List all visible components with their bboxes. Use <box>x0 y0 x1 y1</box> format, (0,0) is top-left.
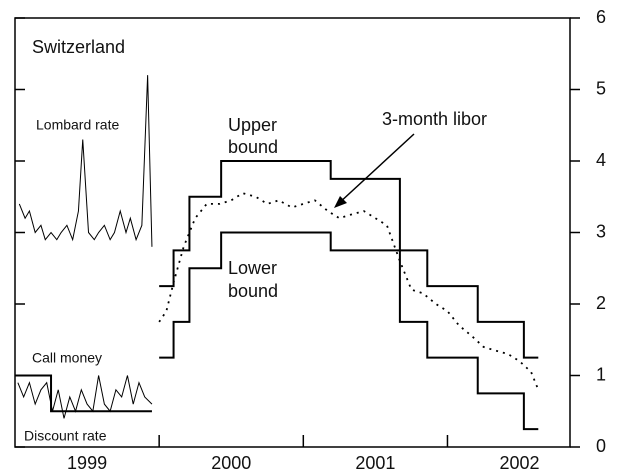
x-tick-label: 1999 <box>67 453 107 473</box>
y-tick-label: 1 <box>596 364 606 384</box>
series-line <box>17 375 153 419</box>
annotation: Lombard rate <box>36 117 119 133</box>
series-line <box>158 192 540 391</box>
x-tick-label: 2001 <box>355 453 395 473</box>
x-tick-label: 2000 <box>211 453 251 473</box>
annotation: Call money <box>32 350 102 366</box>
x-tick-label: 2002 <box>500 453 540 473</box>
y-tick-label: 2 <box>596 293 606 313</box>
chart-title: Switzerland <box>32 37 125 57</box>
y-tick-label: 6 <box>596 7 606 27</box>
annotation: bound <box>228 137 278 157</box>
series-line <box>18 75 153 247</box>
annotation: Discount rate <box>24 428 107 444</box>
arrow <box>337 133 415 205</box>
y-tick-label: 0 <box>596 436 606 456</box>
y-tick-label: 5 <box>596 78 606 98</box>
annotation: bound <box>228 281 278 301</box>
annotation: Upper <box>228 115 277 135</box>
series-line <box>15 374 152 413</box>
annotation: 3-month libor <box>382 109 487 129</box>
y-tick-label: 4 <box>596 150 606 170</box>
annotation: Lower <box>228 258 277 278</box>
y-tick-label: 3 <box>596 221 606 241</box>
series-line <box>159 160 539 359</box>
arrow-head <box>334 196 347 208</box>
series-line <box>159 231 539 431</box>
